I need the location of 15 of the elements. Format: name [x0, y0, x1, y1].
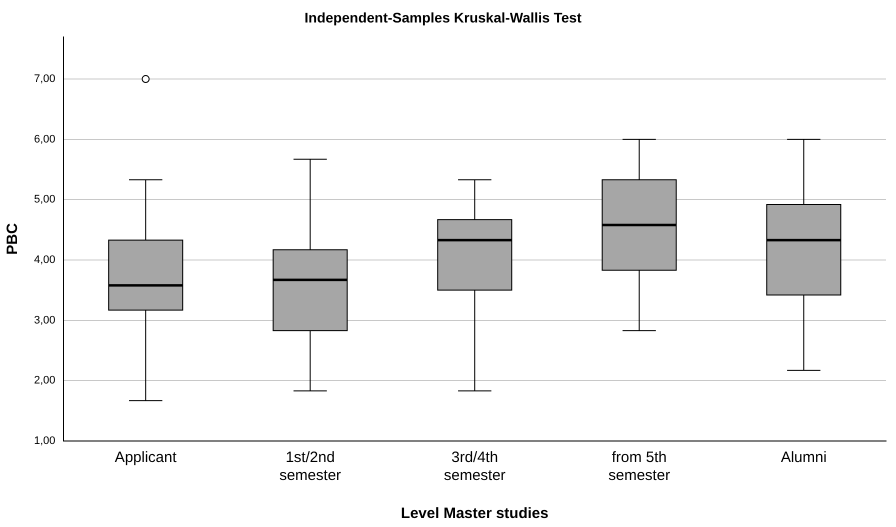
y-tick-label: 7,00 — [34, 73, 56, 86]
y-axis-title: PBC — [4, 222, 22, 255]
y-tick-label: 2,00 — [34, 374, 56, 387]
x-tick-label: 3rd/4th semester — [444, 449, 506, 484]
chart-title: Independent-Samples Kruskal-Wallis Test — [304, 9, 582, 26]
x-tick-label: Applicant — [114, 449, 178, 466]
x-tick-label: 1st/2nd semester — [279, 449, 342, 484]
y-tick-label: 3,00 — [34, 314, 56, 326]
x-axis-title: Level Master studies — [400, 505, 548, 522]
y-tick-label: 5,00 — [34, 194, 56, 206]
y-tick-label: 1,00 — [34, 435, 56, 448]
x-tick-label: Alumni — [780, 449, 827, 466]
y-tick-label: 4,00 — [34, 254, 56, 266]
x-tick-label: from 5th semester — [608, 449, 670, 484]
y-tick-label: 6,00 — [34, 133, 56, 146]
